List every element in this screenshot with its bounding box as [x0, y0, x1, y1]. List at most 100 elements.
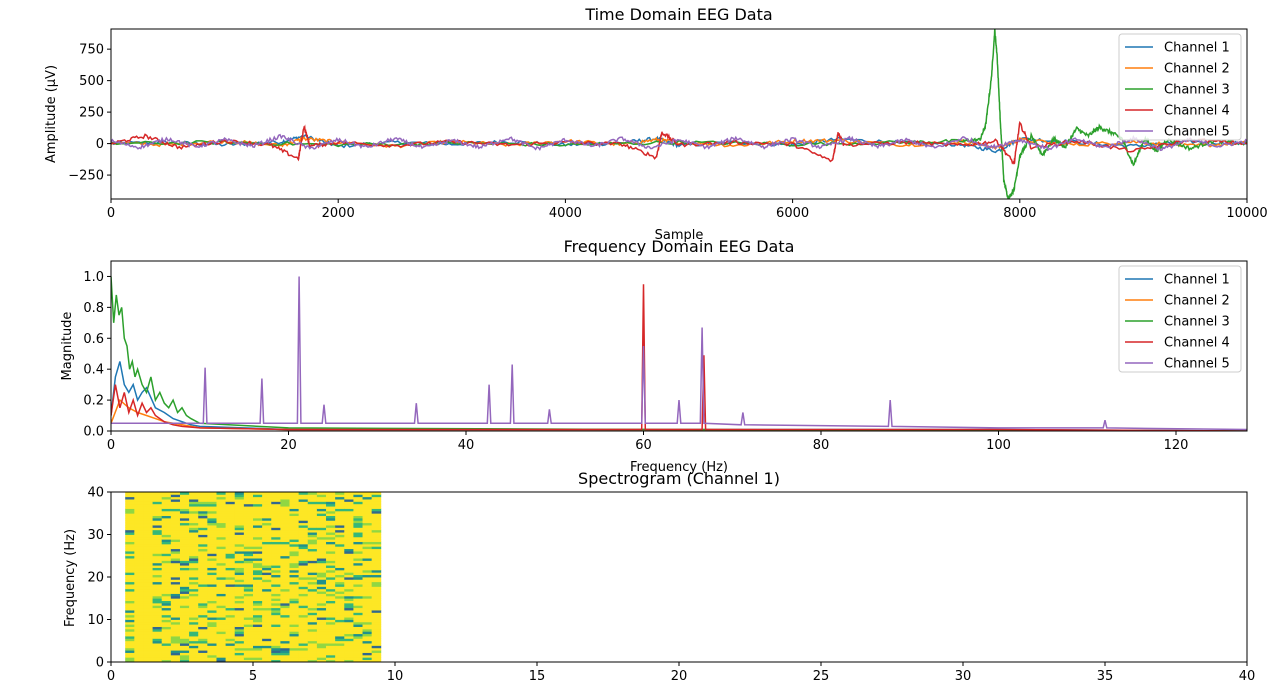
- spectrogram-cell: [353, 506, 363, 509]
- spectrogram-cell: [189, 588, 199, 592]
- spectrogram-cell: [362, 525, 373, 528]
- spectrogram-cell: [134, 548, 144, 552]
- spectrogram-cell: [170, 536, 181, 540]
- spectrogram-cell: [189, 633, 199, 637]
- spectrogram-cell: [307, 513, 318, 517]
- spectrogram-cell: [143, 562, 153, 566]
- spectrogram-cell: [152, 593, 163, 597]
- spectrogram-cell: [298, 652, 309, 656]
- spectrogram-cell: [316, 598, 327, 602]
- spectrogram-cell: [234, 588, 245, 592]
- spectrogram-cell: [134, 636, 144, 639]
- spectrogram-cell: [326, 598, 336, 602]
- spectrogram-cell: [326, 572, 336, 576]
- spectrogram-cell: [143, 588, 153, 592]
- spectrogram-cell: [371, 494, 382, 498]
- spectrogram-cell: [371, 607, 382, 611]
- spectrogram-cell: [271, 506, 281, 509]
- spectrogram-cell: [198, 643, 208, 646]
- spectrogram-cell: [207, 574, 217, 578]
- spectrogram-cell: [253, 602, 263, 606]
- spectrogram-cell: [207, 628, 217, 632]
- x-tick-label: 4000: [549, 206, 582, 221]
- spectrogram-cell: [271, 624, 281, 627]
- spectrogram-cell: [280, 553, 290, 557]
- spectrogram-cell: [326, 517, 336, 521]
- spectrogram-cell: [207, 541, 217, 545]
- spectrogram-cell: [371, 543, 382, 547]
- spectrogram-cell: [326, 652, 336, 656]
- spectrogram-cell: [179, 614, 190, 618]
- spectrogram-cell: [316, 494, 327, 498]
- spectrogram-cell: [353, 581, 363, 585]
- spectrogram-cell: [216, 506, 227, 509]
- spectrogram-cell: [253, 560, 263, 564]
- spectrogram-cell: [344, 525, 354, 528]
- spectrogram-cell: [280, 510, 290, 514]
- spectrogram-cell: [362, 619, 373, 623]
- spectrogram-cell: [225, 562, 236, 566]
- spectrogram-cell: [362, 551, 373, 554]
- spectrogram-cell: [371, 643, 382, 646]
- spectrogram-cell: [362, 565, 373, 568]
- spectrogram-cell: [179, 551, 190, 554]
- spectrogram-cell: [243, 501, 254, 505]
- spectrogram-cell: [335, 517, 345, 521]
- spectrogram-cell: [335, 633, 345, 637]
- spectrogram-cell: [280, 584, 290, 587]
- spectrogram-cell: [152, 501, 163, 505]
- spectrogram-cell: [161, 610, 172, 613]
- spectrogram-cell: [262, 555, 272, 559]
- spectrogram-cell: [326, 536, 336, 540]
- spectrogram-cell: [335, 515, 345, 519]
- spectrogram-cell: [289, 577, 300, 580]
- spectrogram-cell: [243, 543, 254, 547]
- spectrogram-cell: [335, 584, 345, 587]
- spectrogram-cell: [316, 624, 327, 627]
- spectrogram-cell: [262, 553, 272, 557]
- spectrogram-cell: [262, 579, 272, 583]
- spectrogram-cell: [253, 551, 263, 554]
- spectrogram-cell: [280, 652, 290, 656]
- spectrogram-cell: [371, 501, 382, 505]
- spectrogram-cell: [170, 543, 181, 547]
- spectrogram-cell: [298, 515, 309, 519]
- spectrogram-cell: [335, 513, 345, 517]
- spectrogram-cell: [198, 494, 208, 498]
- y-tick-label: 1.0: [83, 270, 104, 285]
- spectrogram-cell: [371, 506, 382, 509]
- spectrogram-cell: [225, 640, 236, 644]
- spectrogram-cell: [143, 529, 153, 533]
- spectrogram-cell: [216, 595, 227, 599]
- spectrogram-cell: [289, 591, 300, 594]
- spectrogram-cell: [353, 628, 363, 632]
- spectrogram-cell: [179, 626, 190, 630]
- spectrogram-cell: [243, 631, 254, 635]
- spectrogram-cell: [234, 654, 245, 658]
- spectrogram-cell: [289, 548, 300, 552]
- spectrogram-cell: [335, 492, 345, 495]
- spectrogram-cell: [289, 619, 300, 623]
- spectrogram-cell: [198, 513, 208, 517]
- spectrogram-cell: [353, 579, 363, 583]
- spectrogram-cell: [225, 501, 236, 505]
- spectrogram-cell: [316, 560, 327, 564]
- spectrogram-cell: [326, 567, 336, 571]
- spectrogram-cell: [289, 494, 300, 498]
- spectrogram-cell: [280, 602, 290, 606]
- spectrogram-cell: [307, 553, 318, 557]
- spectrogram-cell: [152, 595, 163, 599]
- spectrogram-cell: [143, 541, 153, 545]
- spectrogram-cell: [280, 496, 290, 500]
- spectrogram-cell: [152, 647, 163, 651]
- y-tick-label: 750: [79, 43, 104, 58]
- spectrogram-cell: [189, 581, 199, 585]
- spectrogram-cell: [326, 513, 336, 517]
- spectrogram-cell: [216, 659, 227, 662]
- spectrogram-cell: [353, 650, 363, 653]
- spectrogram-cell: [307, 569, 318, 573]
- spectrogram-cell: [353, 577, 363, 580]
- spectrogram-cell: [152, 569, 163, 573]
- spectrogram-cell: [152, 631, 163, 635]
- spectrogram-cell: [253, 577, 263, 580]
